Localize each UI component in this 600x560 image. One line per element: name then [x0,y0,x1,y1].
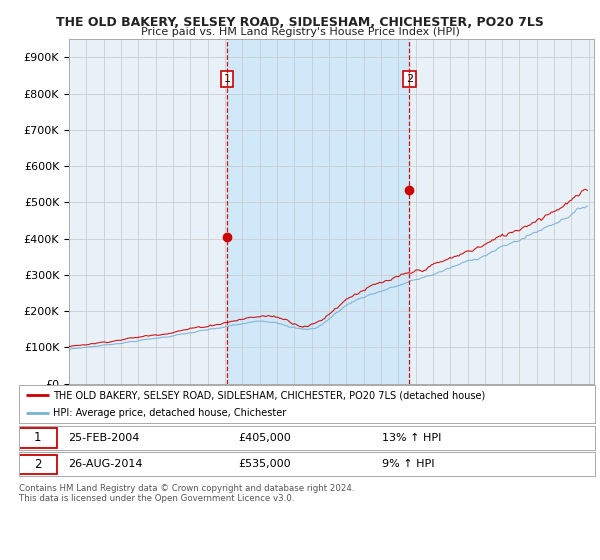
Text: £535,000: £535,000 [238,459,291,469]
Text: This data is licensed under the Open Government Licence v3.0.: This data is licensed under the Open Gov… [19,494,295,503]
Text: THE OLD BAKERY, SELSEY ROAD, SIDLESHAM, CHICHESTER, PO20 7LS: THE OLD BAKERY, SELSEY ROAD, SIDLESHAM, … [56,16,544,29]
Text: 2: 2 [406,74,413,84]
Text: £405,000: £405,000 [238,433,291,443]
FancyBboxPatch shape [18,428,57,447]
Text: THE OLD BAKERY, SELSEY ROAD, SIDLESHAM, CHICHESTER, PO20 7LS (detached house): THE OLD BAKERY, SELSEY ROAD, SIDLESHAM, … [53,390,485,400]
Text: Price paid vs. HM Land Registry's House Price Index (HPI): Price paid vs. HM Land Registry's House … [140,27,460,37]
Text: 9% ↑ HPI: 9% ↑ HPI [382,459,434,469]
Text: 13% ↑ HPI: 13% ↑ HPI [382,433,442,443]
Text: 26-AUG-2014: 26-AUG-2014 [68,459,143,469]
Text: 25-FEB-2004: 25-FEB-2004 [68,433,140,443]
Bar [227,39,409,384]
FancyBboxPatch shape [18,455,57,474]
Text: 1: 1 [224,74,230,84]
Text: 2: 2 [34,458,41,471]
Text: 1: 1 [34,431,41,445]
Text: HPI: Average price, detached house, Chichester: HPI: Average price, detached house, Chic… [53,408,286,418]
Text: Contains HM Land Registry data © Crown copyright and database right 2024.: Contains HM Land Registry data © Crown c… [19,484,355,493]
